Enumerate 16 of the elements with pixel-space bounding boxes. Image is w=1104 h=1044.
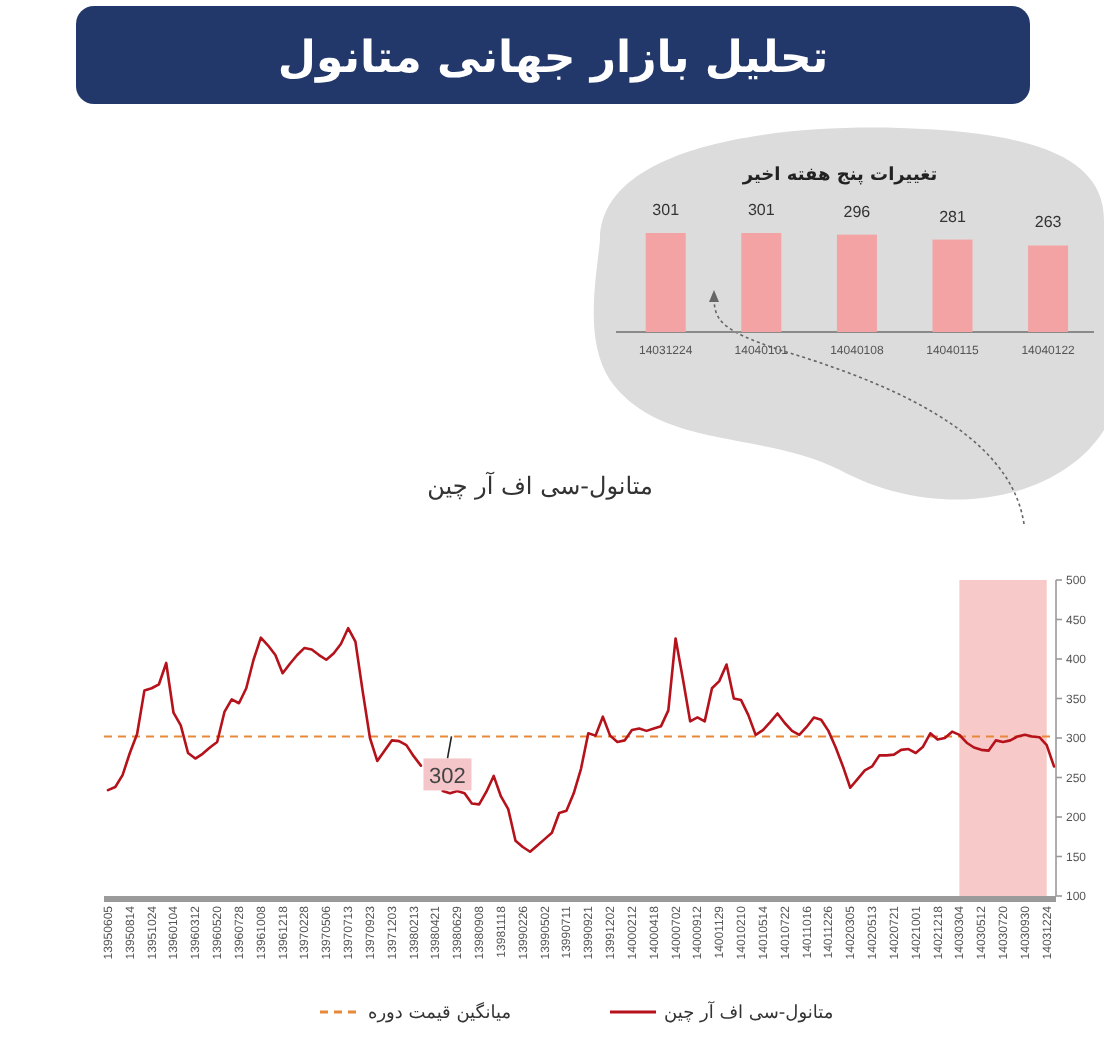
bar xyxy=(932,239,973,332)
legend-label: میانگین قیمت دوره xyxy=(368,1000,512,1024)
text: تحلیل بازار جهانی متانول xyxy=(277,34,829,84)
data-label: 281 xyxy=(939,207,967,226)
legend-label: متانول-سی اف آر چین xyxy=(664,1000,834,1024)
bar xyxy=(836,234,877,332)
data-label: 263 xyxy=(1034,213,1063,232)
data-label: 301 xyxy=(652,201,681,219)
annotation: 302 xyxy=(429,765,466,790)
data-label: 296 xyxy=(843,202,872,221)
chart-title: تغییرات پنج هفته اخیر xyxy=(740,166,938,186)
data-label: 301 xyxy=(747,201,776,219)
chart-title: متانول-سی اف آر چین xyxy=(427,470,653,500)
bar xyxy=(741,233,782,332)
bar xyxy=(1028,245,1069,332)
bar xyxy=(645,233,686,332)
